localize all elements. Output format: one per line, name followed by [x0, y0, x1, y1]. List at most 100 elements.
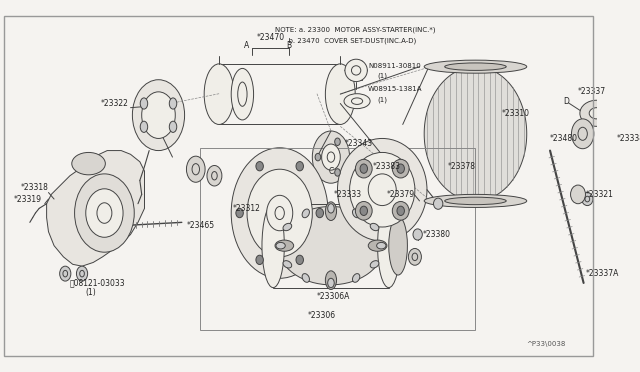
Ellipse shape	[236, 208, 243, 218]
Text: B: B	[286, 41, 291, 50]
Ellipse shape	[392, 202, 409, 220]
Ellipse shape	[283, 223, 292, 231]
Ellipse shape	[231, 68, 253, 120]
Ellipse shape	[413, 229, 422, 240]
Text: ^P33\0038: ^P33\0038	[527, 340, 566, 347]
Ellipse shape	[296, 255, 303, 264]
Ellipse shape	[378, 204, 400, 288]
Ellipse shape	[141, 92, 175, 138]
Ellipse shape	[445, 197, 506, 205]
Ellipse shape	[615, 173, 640, 225]
Text: *23306: *23306	[308, 311, 336, 320]
Ellipse shape	[570, 185, 586, 204]
Ellipse shape	[589, 108, 604, 119]
Ellipse shape	[75, 174, 134, 252]
Ellipse shape	[275, 240, 294, 251]
Text: Ⓑ08121-03033: Ⓑ08121-03033	[70, 279, 125, 288]
Text: (1): (1)	[378, 96, 388, 103]
Text: *23480: *23480	[550, 134, 578, 143]
Ellipse shape	[397, 206, 404, 215]
Text: *23306A: *23306A	[317, 292, 350, 301]
Ellipse shape	[325, 202, 337, 221]
Ellipse shape	[349, 153, 415, 227]
Ellipse shape	[344, 94, 370, 109]
Text: *23337: *23337	[578, 87, 606, 96]
Text: *23318: *23318	[20, 183, 49, 192]
Ellipse shape	[335, 169, 340, 176]
Text: *23465: *23465	[186, 221, 214, 230]
Polygon shape	[615, 117, 640, 281]
Ellipse shape	[315, 153, 321, 161]
Ellipse shape	[580, 100, 614, 126]
Ellipse shape	[278, 206, 384, 285]
Ellipse shape	[598, 117, 624, 151]
Ellipse shape	[602, 154, 640, 244]
Ellipse shape	[312, 131, 349, 183]
Text: *23383: *23383	[373, 162, 401, 171]
Ellipse shape	[368, 174, 396, 206]
Ellipse shape	[328, 278, 334, 288]
Ellipse shape	[345, 59, 367, 81]
Ellipse shape	[325, 64, 355, 125]
Text: (1): (1)	[86, 288, 97, 297]
Ellipse shape	[370, 261, 379, 268]
Ellipse shape	[247, 169, 312, 257]
Text: *23319: *23319	[14, 195, 42, 203]
Ellipse shape	[337, 138, 427, 241]
Ellipse shape	[140, 98, 148, 109]
Text: *23380: *23380	[422, 230, 451, 239]
Ellipse shape	[424, 195, 527, 208]
Ellipse shape	[170, 98, 177, 109]
Ellipse shape	[604, 191, 617, 208]
Text: (1): (1)	[378, 73, 388, 79]
Ellipse shape	[625, 160, 640, 173]
Text: *23310: *23310	[502, 109, 529, 118]
Ellipse shape	[445, 63, 506, 70]
Ellipse shape	[335, 138, 340, 145]
Ellipse shape	[170, 121, 177, 132]
Text: *23333: *23333	[333, 190, 362, 199]
Text: *23338: *23338	[617, 134, 640, 143]
Text: A: A	[244, 41, 250, 50]
Ellipse shape	[204, 64, 234, 125]
Ellipse shape	[392, 159, 409, 178]
Ellipse shape	[368, 240, 387, 251]
Ellipse shape	[256, 161, 264, 171]
Ellipse shape	[582, 193, 593, 206]
Ellipse shape	[408, 248, 421, 265]
Text: C: C	[328, 167, 333, 176]
Ellipse shape	[355, 202, 372, 220]
Ellipse shape	[86, 189, 123, 237]
Ellipse shape	[186, 156, 205, 182]
Ellipse shape	[353, 209, 360, 218]
Ellipse shape	[328, 204, 334, 213]
Ellipse shape	[355, 159, 372, 178]
Ellipse shape	[76, 266, 88, 281]
Ellipse shape	[353, 274, 360, 282]
Text: b. 23470  COVER SET-DUST(INC.A-D): b. 23470 COVER SET-DUST(INC.A-D)	[275, 37, 416, 44]
Ellipse shape	[325, 271, 337, 289]
Text: W08915-1381A: W08915-1381A	[368, 86, 423, 92]
Ellipse shape	[256, 255, 264, 264]
Bar	[200, 148, 476, 330]
Ellipse shape	[360, 164, 367, 173]
Text: D: D	[563, 97, 569, 106]
Ellipse shape	[625, 225, 640, 238]
Ellipse shape	[267, 195, 292, 231]
Ellipse shape	[132, 80, 184, 151]
Ellipse shape	[370, 223, 379, 231]
Text: *23322: *23322	[100, 99, 129, 108]
Text: *23378: *23378	[447, 162, 476, 171]
Text: *23312: *23312	[233, 204, 261, 213]
Ellipse shape	[388, 216, 408, 275]
Polygon shape	[424, 67, 527, 201]
Ellipse shape	[360, 206, 367, 215]
Ellipse shape	[276, 243, 285, 249]
Ellipse shape	[283, 261, 292, 268]
Ellipse shape	[377, 243, 386, 249]
Ellipse shape	[140, 121, 148, 132]
Ellipse shape	[231, 148, 328, 278]
Text: *23337A: *23337A	[586, 269, 619, 278]
Ellipse shape	[302, 209, 310, 218]
Polygon shape	[47, 151, 145, 266]
